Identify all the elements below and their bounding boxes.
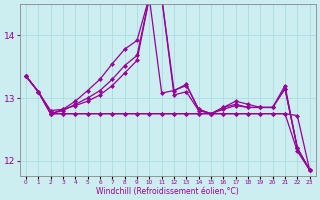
X-axis label: Windchill (Refroidissement éolien,°C): Windchill (Refroidissement éolien,°C)	[96, 187, 239, 196]
